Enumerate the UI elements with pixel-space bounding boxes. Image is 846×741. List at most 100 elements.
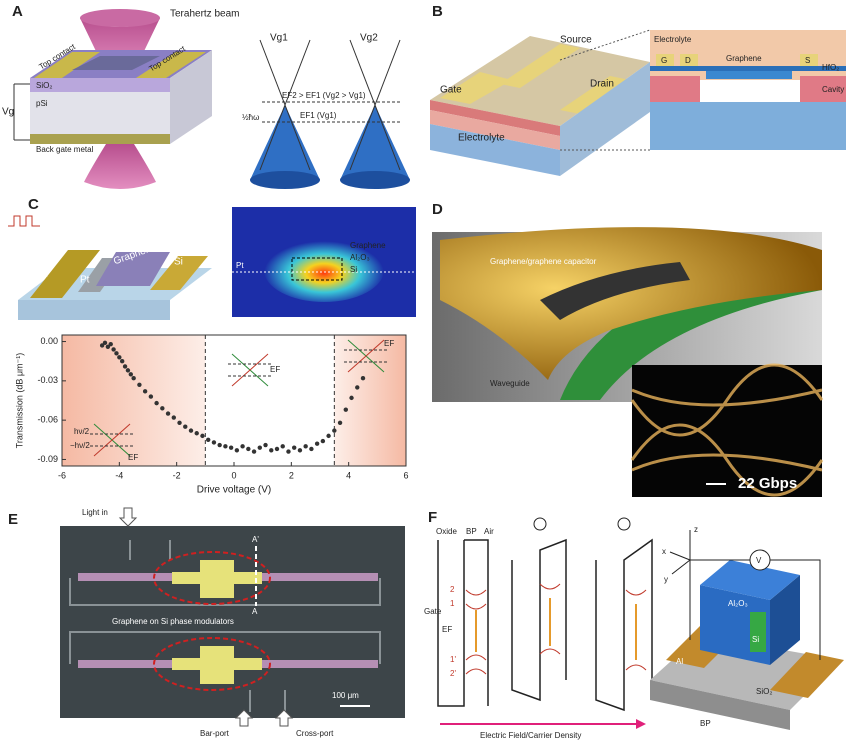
contact	[800, 54, 818, 66]
label: B	[432, 3, 443, 20]
label: Gate	[424, 607, 442, 616]
data-point	[154, 400, 159, 406]
inset-line	[93, 423, 131, 457]
source	[617, 517, 631, 531]
data-point	[355, 385, 360, 390]
electrode	[560, 76, 630, 114]
band-diagram	[511, 538, 567, 702]
label: Cross-port	[296, 729, 334, 738]
beam-top	[80, 9, 160, 27]
data-point	[228, 445, 234, 450]
data-point	[257, 445, 262, 450]
label: S	[805, 56, 810, 65]
arrow	[234, 709, 254, 727]
cone-base	[340, 171, 410, 189]
data-point	[246, 446, 251, 452]
data-point	[314, 441, 320, 446]
data-point	[125, 368, 131, 373]
substrate	[18, 300, 170, 320]
data-point	[137, 382, 142, 387]
label: −hν/2	[70, 441, 90, 450]
disc	[440, 227, 822, 380]
electrode	[440, 72, 512, 104]
drive-signal	[8, 215, 40, 227]
label: Au	[36, 269, 48, 280]
label: A	[12, 3, 23, 20]
label: EF1 (Vg1)	[300, 111, 337, 120]
data-point	[303, 444, 308, 449]
label: Electrolyte	[458, 133, 505, 144]
band-diagram	[437, 539, 489, 707]
label: 1'	[450, 655, 456, 664]
highlight	[153, 551, 271, 605]
label: z	[694, 525, 698, 534]
label: Air	[484, 527, 494, 536]
label: EF2 > EF1 (Vg2 > Vg1)	[282, 91, 366, 100]
data-point	[217, 442, 222, 448]
si	[750, 612, 766, 652]
label: Si	[174, 257, 183, 268]
label: Vg1	[270, 33, 288, 44]
label: ½ħω	[242, 113, 259, 122]
data-point	[160, 406, 165, 411]
front	[430, 100, 560, 136]
label: Bar-port	[200, 729, 230, 738]
label: Electric Field/Carrier Density	[480, 731, 581, 740]
cone	[340, 105, 410, 180]
data-point	[105, 344, 111, 349]
panel-a: A Terahertz beam Top contact Top contact…	[2, 3, 410, 189]
label: Al₂O₃	[728, 599, 748, 608]
inset-line	[347, 339, 385, 373]
highlight	[153, 637, 271, 691]
label: Gate	[440, 85, 462, 96]
data-point	[142, 389, 148, 394]
label: A'	[252, 535, 259, 544]
arrow	[118, 507, 138, 527]
label: 2'	[450, 669, 456, 678]
label: D	[432, 201, 443, 218]
substrate	[650, 102, 846, 150]
data-point	[251, 449, 257, 454]
panel-f: F Oxide BP Air Gate EF 2 1 1' 2' V z x y…	[424, 509, 844, 740]
label: EF	[384, 339, 394, 348]
label: Graphene/graphene capacitor	[490, 257, 597, 266]
panel-d: D Graphene/graphene capacitor Waveguide …	[432, 201, 824, 497]
x-tick-label: 0	[231, 470, 236, 480]
transmission-plot: 0.00 -0.03 -0.06 -0.09-6 -4 -2 0 2 4 6 Drive volta…	[14, 334, 409, 496]
dirac-line	[349, 39, 401, 171]
label: Source	[560, 35, 592, 46]
label: Cavity	[822, 85, 844, 94]
label: F	[428, 509, 437, 526]
label: 22 Gbps	[738, 475, 797, 492]
data-point	[297, 448, 303, 453]
graphene	[650, 66, 846, 71]
label: Terahertz beam	[170, 9, 239, 20]
data-point	[326, 433, 331, 439]
data-point	[343, 407, 348, 412]
label: BP	[466, 527, 477, 536]
arrow-head	[636, 719, 646, 729]
data-point	[111, 347, 116, 352]
arrow	[274, 709, 294, 727]
data-point	[206, 437, 211, 442]
label: Si	[752, 635, 759, 644]
micrograph	[60, 526, 405, 718]
graphene	[72, 56, 160, 70]
data-point	[360, 376, 366, 381]
x-tick-label: 6	[403, 470, 408, 480]
label: EF	[128, 453, 138, 462]
contact	[656, 54, 674, 66]
contact	[136, 52, 206, 78]
pink-block	[800, 76, 846, 102]
data-point	[128, 372, 133, 377]
pillar-row	[706, 71, 792, 79]
label: Oxide	[436, 527, 457, 536]
al2o3	[770, 575, 800, 665]
label: SiO₂	[756, 687, 772, 696]
label: Pt	[236, 261, 244, 270]
data-point	[292, 445, 297, 450]
data-point	[120, 359, 125, 364]
data-point	[194, 431, 199, 436]
au	[30, 250, 100, 298]
